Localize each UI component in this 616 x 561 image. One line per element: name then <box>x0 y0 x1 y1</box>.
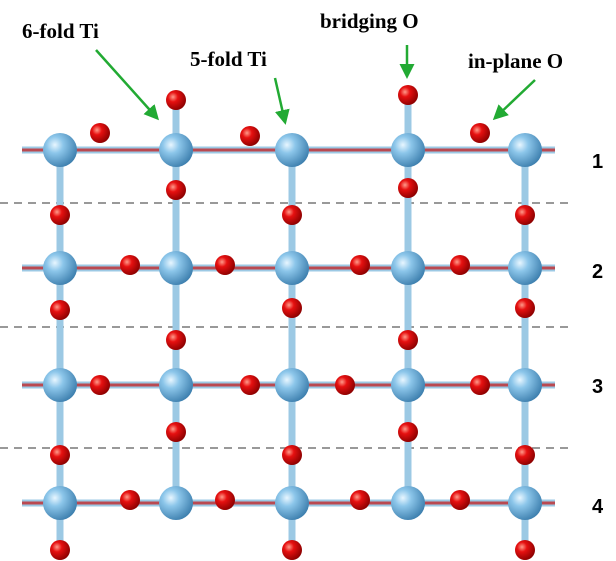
oxygen-atom <box>166 422 186 442</box>
layer-number: 1 <box>592 151 603 173</box>
arrow <box>492 79 536 121</box>
layer-number: 3 <box>592 376 603 398</box>
titanium-atom <box>43 251 77 285</box>
arrow <box>273 77 290 125</box>
oxygen-atom <box>282 540 302 560</box>
titanium-atom <box>275 368 309 402</box>
oxygen-atom <box>350 490 370 510</box>
oxygen-atom <box>282 205 302 225</box>
titanium-atom <box>159 133 193 167</box>
arrows <box>95 45 536 125</box>
layer-number: 4 <box>592 496 604 518</box>
titanium-atom <box>508 368 542 402</box>
oxygen-atom <box>50 205 70 225</box>
titanium-atom <box>391 251 425 285</box>
oxygen-atom <box>215 490 235 510</box>
oxygen-atom <box>515 205 535 225</box>
label: 6-fold Ti <box>22 19 99 43</box>
titanium-atom <box>275 251 309 285</box>
oxygen-atom <box>240 375 260 395</box>
oxygen-atom <box>350 255 370 275</box>
oxygen-atom <box>515 540 535 560</box>
titanium-atom <box>508 486 542 520</box>
oxygen-atom <box>166 180 186 200</box>
titanium-atom <box>508 133 542 167</box>
label: 5-fold Ti <box>190 47 267 71</box>
titanium-atom <box>391 486 425 520</box>
oxygen-atom <box>166 90 186 110</box>
arrow <box>95 49 160 121</box>
oxygen-atom <box>50 540 70 560</box>
titanium-atom <box>43 368 77 402</box>
atoms <box>43 85 542 560</box>
layer-number: 2 <box>592 261 603 283</box>
oxygen-atom <box>398 422 418 442</box>
titanium-atom <box>275 133 309 167</box>
label: bridging O <box>320 9 419 33</box>
oxygen-atom <box>470 375 490 395</box>
titanium-atom <box>43 133 77 167</box>
titanium-atom <box>275 486 309 520</box>
oxygen-atom <box>398 85 418 105</box>
oxygen-atom <box>282 298 302 318</box>
titanium-atom <box>391 133 425 167</box>
oxygen-atom <box>450 255 470 275</box>
oxygen-atom <box>166 330 186 350</box>
oxygen-atom <box>240 126 260 146</box>
titanium-atom <box>159 251 193 285</box>
oxygen-atom <box>50 445 70 465</box>
oxygen-atom <box>282 445 302 465</box>
titanium-atom <box>508 251 542 285</box>
oxygen-atom <box>470 123 490 143</box>
oxygen-atom <box>90 375 110 395</box>
layer-separators <box>0 202 570 449</box>
oxygen-atom <box>120 255 140 275</box>
oxygen-atom <box>398 178 418 198</box>
oxygen-atom <box>335 375 355 395</box>
oxygen-atom <box>398 330 418 350</box>
oxygen-atom <box>450 490 470 510</box>
oxygen-atom <box>90 123 110 143</box>
oxygen-atom <box>515 445 535 465</box>
titanium-atom <box>391 368 425 402</box>
oxygen-atom <box>215 255 235 275</box>
titanium-atom <box>159 486 193 520</box>
oxygen-atom <box>50 300 70 320</box>
titanium-atom <box>159 368 193 402</box>
label: in-plane O <box>468 49 563 73</box>
oxygen-atom <box>120 490 140 510</box>
oxygen-atom <box>515 298 535 318</box>
titanium-atom <box>43 486 77 520</box>
